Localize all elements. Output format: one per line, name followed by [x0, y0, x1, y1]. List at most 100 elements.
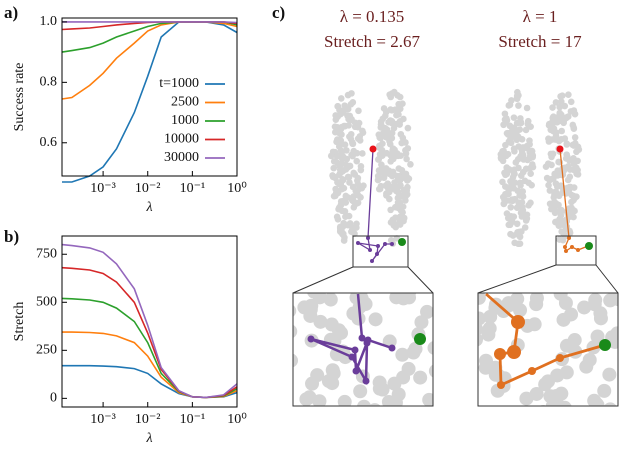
- node: [333, 159, 341, 167]
- node: [587, 297, 602, 312]
- node: [407, 161, 414, 168]
- node: [342, 192, 350, 200]
- node: [502, 152, 510, 160]
- node: [526, 137, 533, 144]
- node: [337, 147, 345, 154]
- node: [539, 405, 547, 406]
- node: [516, 179, 524, 187]
- node: [357, 399, 372, 406]
- node: [342, 213, 349, 220]
- node: [349, 99, 357, 106]
- node: [545, 181, 552, 189]
- node: [558, 207, 566, 215]
- node: [568, 191, 575, 199]
- node: [518, 213, 526, 220]
- series-line: [61, 21, 238, 100]
- node: [567, 98, 575, 106]
- node: [503, 210, 511, 217]
- route-node: [383, 242, 387, 246]
- node: [549, 104, 556, 111]
- node: [558, 127, 565, 135]
- node: [564, 113, 572, 120]
- node: [408, 341, 423, 356]
- node: [514, 133, 522, 140]
- node: [385, 118, 392, 126]
- node: [522, 126, 530, 134]
- node: [552, 399, 567, 406]
- node: [334, 103, 341, 110]
- maps: [292, 88, 619, 407]
- node: [351, 311, 366, 326]
- node: [359, 127, 366, 135]
- target: [398, 238, 406, 246]
- node: [519, 151, 527, 159]
- node: [525, 179, 532, 187]
- node: [345, 122, 352, 129]
- node: [527, 199, 534, 207]
- node: [559, 338, 574, 353]
- node: [563, 151, 570, 158]
- node: [348, 228, 355, 235]
- y-tick-label: 500: [36, 295, 57, 310]
- panel-label: c): [272, 3, 285, 22]
- node: [513, 204, 521, 211]
- route-node: [362, 377, 370, 385]
- node: [579, 359, 594, 374]
- node: [511, 148, 518, 155]
- node: [481, 327, 496, 342]
- series-line: [62, 21, 238, 24]
- y-tick-label: 250: [36, 343, 57, 358]
- node: [348, 115, 355, 123]
- node: [350, 193, 357, 200]
- node: [397, 130, 405, 138]
- node: [340, 219, 347, 227]
- node: [565, 205, 573, 212]
- y-axis-label: Success rate: [12, 63, 27, 132]
- node: [557, 136, 565, 143]
- node: [563, 223, 571, 230]
- zoom-box: [292, 292, 434, 407]
- zoom-connector: [595, 264, 619, 294]
- panel-label: b): [4, 227, 19, 246]
- node: [336, 204, 343, 211]
- node: [527, 170, 534, 177]
- node: [521, 224, 529, 231]
- series-line: [62, 331, 238, 399]
- node: [313, 314, 328, 329]
- node: [372, 381, 387, 396]
- node: [511, 239, 518, 247]
- node: [519, 206, 527, 214]
- node: [527, 317, 542, 332]
- node: [509, 181, 516, 188]
- node: [387, 396, 402, 406]
- node: [355, 107, 362, 115]
- node: [324, 317, 339, 332]
- node: [500, 121, 507, 129]
- y-tick-label: 0: [50, 391, 57, 406]
- node: [337, 180, 345, 188]
- node: [513, 303, 528, 318]
- node: [354, 186, 362, 194]
- node: [522, 165, 530, 173]
- node: [510, 114, 518, 121]
- y-axis-label: Stretch: [12, 302, 27, 342]
- node: [554, 386, 569, 401]
- node: [386, 137, 393, 145]
- node: [396, 202, 404, 210]
- node: [351, 171, 359, 178]
- map-subtitle: Stretch = 17: [498, 32, 582, 51]
- node: [602, 367, 617, 382]
- route-node: [348, 353, 356, 361]
- node: [334, 215, 342, 223]
- x-tick-label: 10⁰: [227, 181, 247, 196]
- node: [523, 142, 531, 150]
- node: [529, 163, 537, 171]
- node: [528, 147, 536, 155]
- node: [344, 105, 352, 113]
- node: [336, 166, 344, 173]
- route-node: [494, 348, 506, 360]
- node: [353, 224, 360, 231]
- source: [556, 145, 564, 153]
- route-node: [376, 244, 380, 248]
- node: [505, 190, 512, 198]
